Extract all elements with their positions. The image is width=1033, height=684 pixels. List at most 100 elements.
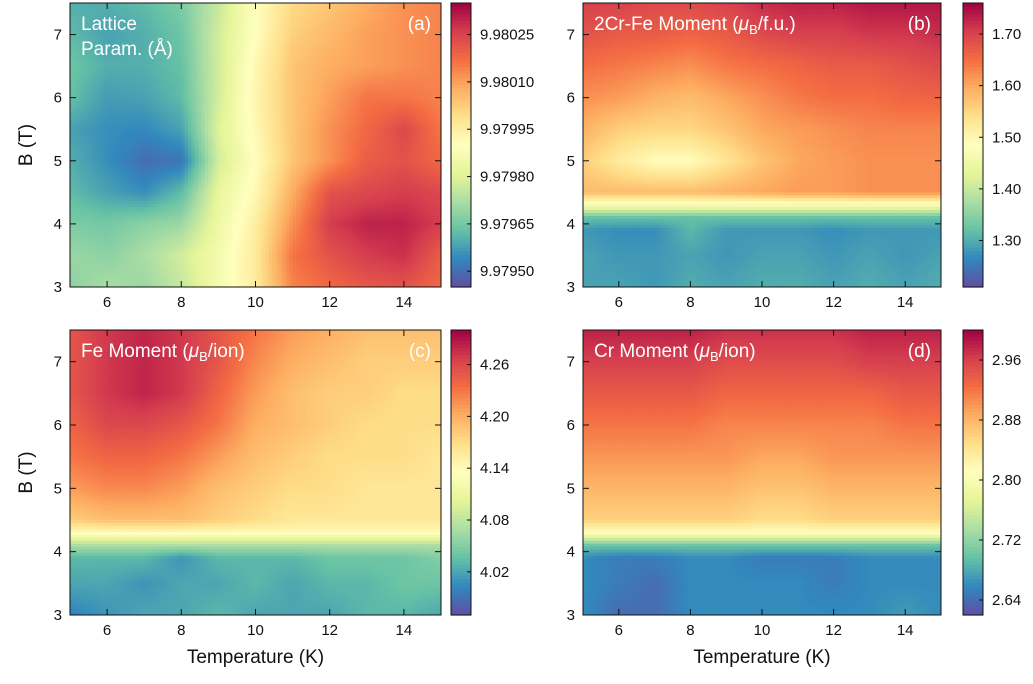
heatmap-cell bbox=[295, 23, 300, 28]
heatmap-cell bbox=[110, 20, 115, 25]
heatmap-cell bbox=[387, 17, 392, 22]
heatmap-cell bbox=[167, 5, 172, 10]
heatmap-cell bbox=[231, 38, 236, 43]
heatmap-cell bbox=[370, 41, 375, 46]
heatmap-cell bbox=[194, 50, 199, 54]
heatmap-cell bbox=[150, 11, 155, 16]
heatmap-cell bbox=[343, 23, 348, 28]
heatmap-cell bbox=[201, 17, 206, 22]
heatmap-cell bbox=[295, 38, 300, 43]
heatmap-cell bbox=[333, 5, 338, 10]
heatmap-cell bbox=[437, 56, 441, 60]
heatmap-cell bbox=[184, 56, 189, 60]
heatmap-cell bbox=[90, 56, 95, 60]
heatmap-cell bbox=[262, 47, 267, 51]
heatmap-cell bbox=[285, 47, 290, 51]
heatmap-cell bbox=[181, 35, 186, 40]
heatmap-cell bbox=[302, 3, 307, 7]
heatmap-cell bbox=[265, 44, 270, 48]
heatmap-cell bbox=[80, 11, 85, 16]
heatmap-cell bbox=[343, 50, 348, 54]
heatmap-cell bbox=[255, 59, 260, 63]
heatmap-cell bbox=[198, 59, 203, 63]
heatmap-cell bbox=[370, 53, 375, 57]
heatmap-cell bbox=[120, 53, 125, 57]
heatmap-cell bbox=[110, 23, 115, 28]
heatmap-cell bbox=[434, 38, 439, 43]
heatmap-cell bbox=[76, 14, 81, 19]
heatmap-cell bbox=[154, 29, 159, 34]
heatmap-cell bbox=[437, 44, 441, 48]
heatmap-cell bbox=[258, 26, 263, 31]
heatmap-cell bbox=[215, 8, 219, 13]
heatmap-cell bbox=[427, 35, 432, 40]
heatmap-cell bbox=[339, 29, 344, 34]
heatmap-cell bbox=[417, 59, 422, 63]
heatmap-cell bbox=[316, 20, 321, 25]
heatmap-cell bbox=[306, 50, 311, 54]
heatmap-cell bbox=[130, 59, 135, 63]
heatmap-cell bbox=[275, 17, 280, 22]
heatmap-cell bbox=[235, 5, 240, 10]
heatmap-cell bbox=[123, 62, 128, 66]
heatmap-cell bbox=[309, 3, 314, 7]
heatmap-cell bbox=[248, 53, 253, 57]
heatmap-cell bbox=[225, 20, 230, 25]
heatmap-cell bbox=[302, 44, 307, 48]
heatmap-cell bbox=[312, 56, 317, 60]
heatmap-cell bbox=[248, 62, 253, 66]
heatmap-cell bbox=[225, 38, 230, 43]
heatmap-cell bbox=[336, 14, 341, 19]
heatmap-cell bbox=[292, 53, 297, 57]
heatmap-cell bbox=[211, 11, 216, 16]
heatmap-cell bbox=[366, 47, 371, 51]
heatmap-cell bbox=[306, 14, 311, 19]
heatmap-cell bbox=[201, 3, 206, 7]
heatmap-cell bbox=[117, 29, 122, 34]
heatmap-cell bbox=[198, 14, 203, 19]
heatmap-cell bbox=[90, 3, 95, 7]
heatmap-cell bbox=[76, 41, 81, 46]
heatmap-cell bbox=[316, 29, 321, 34]
heatmap-cell bbox=[211, 8, 216, 13]
heatmap-cell bbox=[424, 23, 429, 28]
heatmap-cell bbox=[161, 53, 166, 57]
heatmap-cell bbox=[285, 38, 290, 43]
heatmap-cell bbox=[437, 8, 441, 13]
heatmap-cell bbox=[140, 8, 145, 13]
heatmap-cell bbox=[113, 50, 118, 54]
heatmap-cell bbox=[245, 56, 250, 60]
heatmap-cell bbox=[96, 59, 101, 63]
heatmap-cell bbox=[76, 38, 81, 43]
heatmap-cell bbox=[107, 8, 112, 13]
heatmap-cell bbox=[161, 41, 166, 46]
heatmap-cell bbox=[198, 17, 203, 22]
heatmap-cell bbox=[96, 5, 101, 10]
heatmap-cell bbox=[107, 29, 112, 34]
heatmap-cell bbox=[282, 29, 287, 34]
heatmap-cell bbox=[410, 56, 415, 60]
heatmap-cell bbox=[110, 26, 115, 31]
heatmap-cell bbox=[353, 14, 358, 19]
heatmap-cell bbox=[171, 53, 176, 57]
heatmap-cell bbox=[110, 62, 115, 66]
heatmap-cell bbox=[258, 53, 263, 57]
heatmap-cell bbox=[353, 8, 358, 13]
heatmap-cell bbox=[333, 41, 338, 46]
heatmap-cell bbox=[231, 56, 236, 60]
heatmap-cell bbox=[93, 26, 98, 31]
heatmap-cell bbox=[238, 50, 243, 54]
heatmap-cell bbox=[424, 50, 429, 54]
heatmap-cell bbox=[204, 11, 209, 16]
heatmap-cell bbox=[387, 26, 392, 31]
heatmap-cell bbox=[272, 53, 277, 57]
heatmap-cell bbox=[194, 44, 199, 48]
heatmap-cell bbox=[80, 53, 85, 57]
heatmap-cell bbox=[93, 62, 98, 66]
heatmap-cell bbox=[83, 11, 88, 16]
heatmap-cell bbox=[282, 56, 287, 60]
heatmap-cell bbox=[245, 3, 250, 7]
heatmap-cell bbox=[194, 29, 199, 34]
heatmap-cell bbox=[215, 35, 219, 40]
heatmap-cell bbox=[113, 38, 118, 43]
